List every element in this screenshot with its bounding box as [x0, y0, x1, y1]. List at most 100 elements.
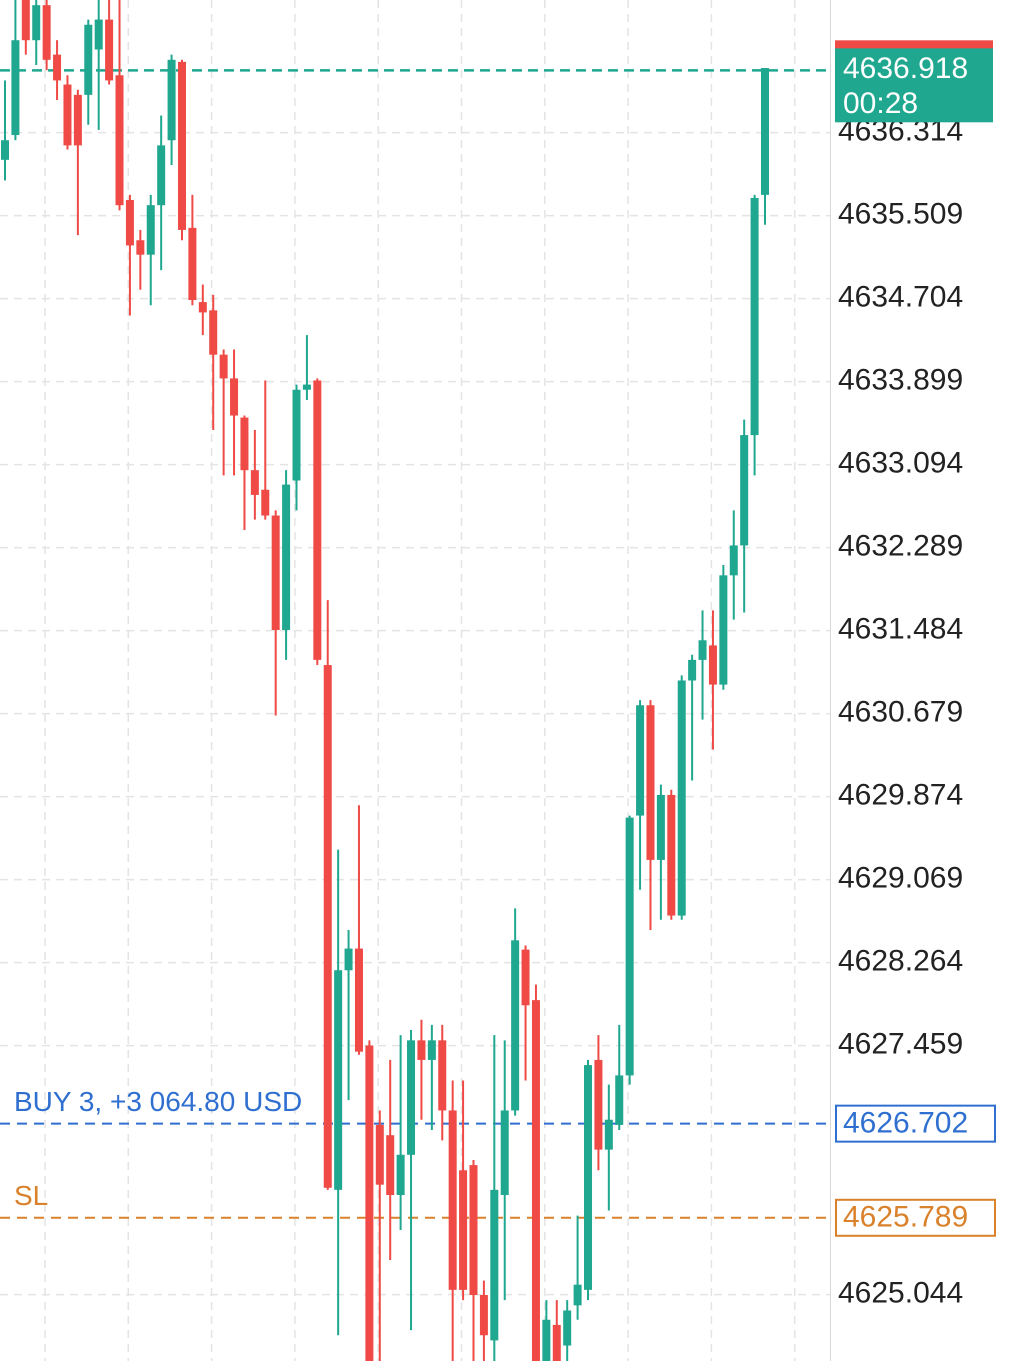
candle-body: [73, 94, 82, 146]
candle-body: [417, 1040, 426, 1060]
candle-body: [250, 470, 259, 495]
candle-body: [53, 54, 62, 81]
candle-body: [656, 794, 665, 860]
candle-body: [354, 948, 363, 1052]
candle-body: [271, 515, 280, 630]
candle-body: [209, 310, 218, 355]
candle-body: [407, 1040, 416, 1155]
price-line-label: SL: [14, 1180, 48, 1211]
price-box: [835, 1104, 996, 1143]
candle-body: [584, 1065, 593, 1290]
candle-body: [344, 948, 353, 971]
candle-body: [625, 817, 634, 1076]
candle-body: [1, 140, 9, 160]
candle-body: [677, 680, 686, 916]
price-box: [835, 1198, 996, 1237]
candles: [1, 0, 769, 1361]
candle-body: [521, 949, 530, 1006]
y-tick-label: 4630.679: [838, 696, 963, 729]
y-tick-label: 4625.044: [838, 1277, 963, 1310]
y-tick-label: 4628.264: [838, 945, 963, 978]
candle-body: [63, 84, 72, 146]
candle-body: [531, 1000, 540, 1361]
candle-body: [511, 940, 520, 1111]
candle-body: [375, 1124, 384, 1185]
candle-body: [750, 197, 759, 436]
candle-body: [708, 645, 717, 685]
current-price-value: 4636.918: [843, 52, 968, 85]
candle-body: [604, 1119, 613, 1150]
candle-body: [302, 384, 311, 390]
candle-body: [240, 417, 249, 471]
candle-body: [365, 1045, 374, 1361]
y-tick-label: 4635.509: [838, 198, 963, 231]
candle-body: [761, 68, 769, 195]
y-tick-label: 4634.704: [838, 281, 963, 314]
candle-body: [563, 1310, 572, 1346]
candle-body: [115, 75, 124, 206]
current-price-timer: 00:28: [843, 87, 918, 120]
price-lines: BUY 3, +3 064.80 USD SL: [0, 69, 830, 1219]
candle-body: [740, 435, 749, 546]
candle-body: [688, 659, 697, 681]
candle-body: [188, 227, 197, 301]
candle-body: [396, 1154, 405, 1195]
price-box-value: 4625.789: [843, 1201, 968, 1234]
candle-body: [469, 1165, 478, 1296]
candle-body: [459, 1170, 468, 1290]
candle-body: [219, 354, 228, 379]
candle-body: [448, 1110, 457, 1290]
candle-body: [386, 1135, 395, 1195]
price-box-value: 4626.702: [843, 1107, 968, 1140]
candle-body: [42, 5, 51, 60]
candle-body: [719, 575, 728, 685]
y-tick-label: 4632.289: [838, 530, 963, 563]
candle-body: [646, 705, 655, 860]
candle-body: [323, 665, 332, 1188]
candle-body: [667, 794, 676, 916]
candle-body: [32, 5, 41, 41]
candle-body: [427, 1040, 436, 1060]
candle-body: [146, 205, 155, 255]
price-axis: 4636.3144635.5094634.7044633.8994633.094…: [838, 115, 963, 1310]
candle-body: [84, 24, 93, 95]
candle-body: [136, 240, 145, 255]
candle-body: [636, 705, 645, 816]
candle-body: [105, 19, 114, 81]
candle-body: [177, 61, 186, 230]
candle-body: [198, 302, 207, 313]
candle-body: [698, 640, 707, 660]
candle-body: [261, 489, 270, 516]
candle-body: [500, 1110, 509, 1195]
candle-body: [552, 1324, 561, 1361]
candle-body: [334, 970, 343, 1190]
candle-body: [490, 1189, 499, 1341]
y-tick-label: 4631.484: [838, 613, 963, 646]
candle-body: [594, 1059, 603, 1150]
y-tick-label: 4627.459: [838, 1028, 963, 1061]
current-price-box: [835, 48, 993, 123]
y-tick-label: 4633.899: [838, 364, 963, 397]
y-tick-label: 4629.069: [838, 862, 963, 895]
y-tick-label: 4633.094: [838, 447, 963, 480]
candle-body: [729, 545, 738, 576]
candle-body: [438, 1040, 447, 1111]
candle-body: [615, 1075, 624, 1125]
candle-body: [21, 0, 30, 41]
candle-body: [313, 380, 322, 660]
candle-body: [125, 200, 134, 246]
grid: [0, 0, 830, 1361]
candle-body: [157, 145, 166, 206]
y-tick-label: 4629.874: [838, 779, 963, 812]
price-line-label: BUY 3, +3 064.80 USD: [14, 1086, 302, 1117]
candle-body: [573, 1284, 582, 1306]
candle-body: [230, 378, 239, 416]
candle-body: [167, 59, 176, 141]
candle-body: [542, 1319, 551, 1361]
candle-body: [292, 389, 301, 481]
candle-body: [282, 484, 291, 630]
candle-body: [94, 19, 103, 50]
candle-body: [479, 1295, 488, 1336]
